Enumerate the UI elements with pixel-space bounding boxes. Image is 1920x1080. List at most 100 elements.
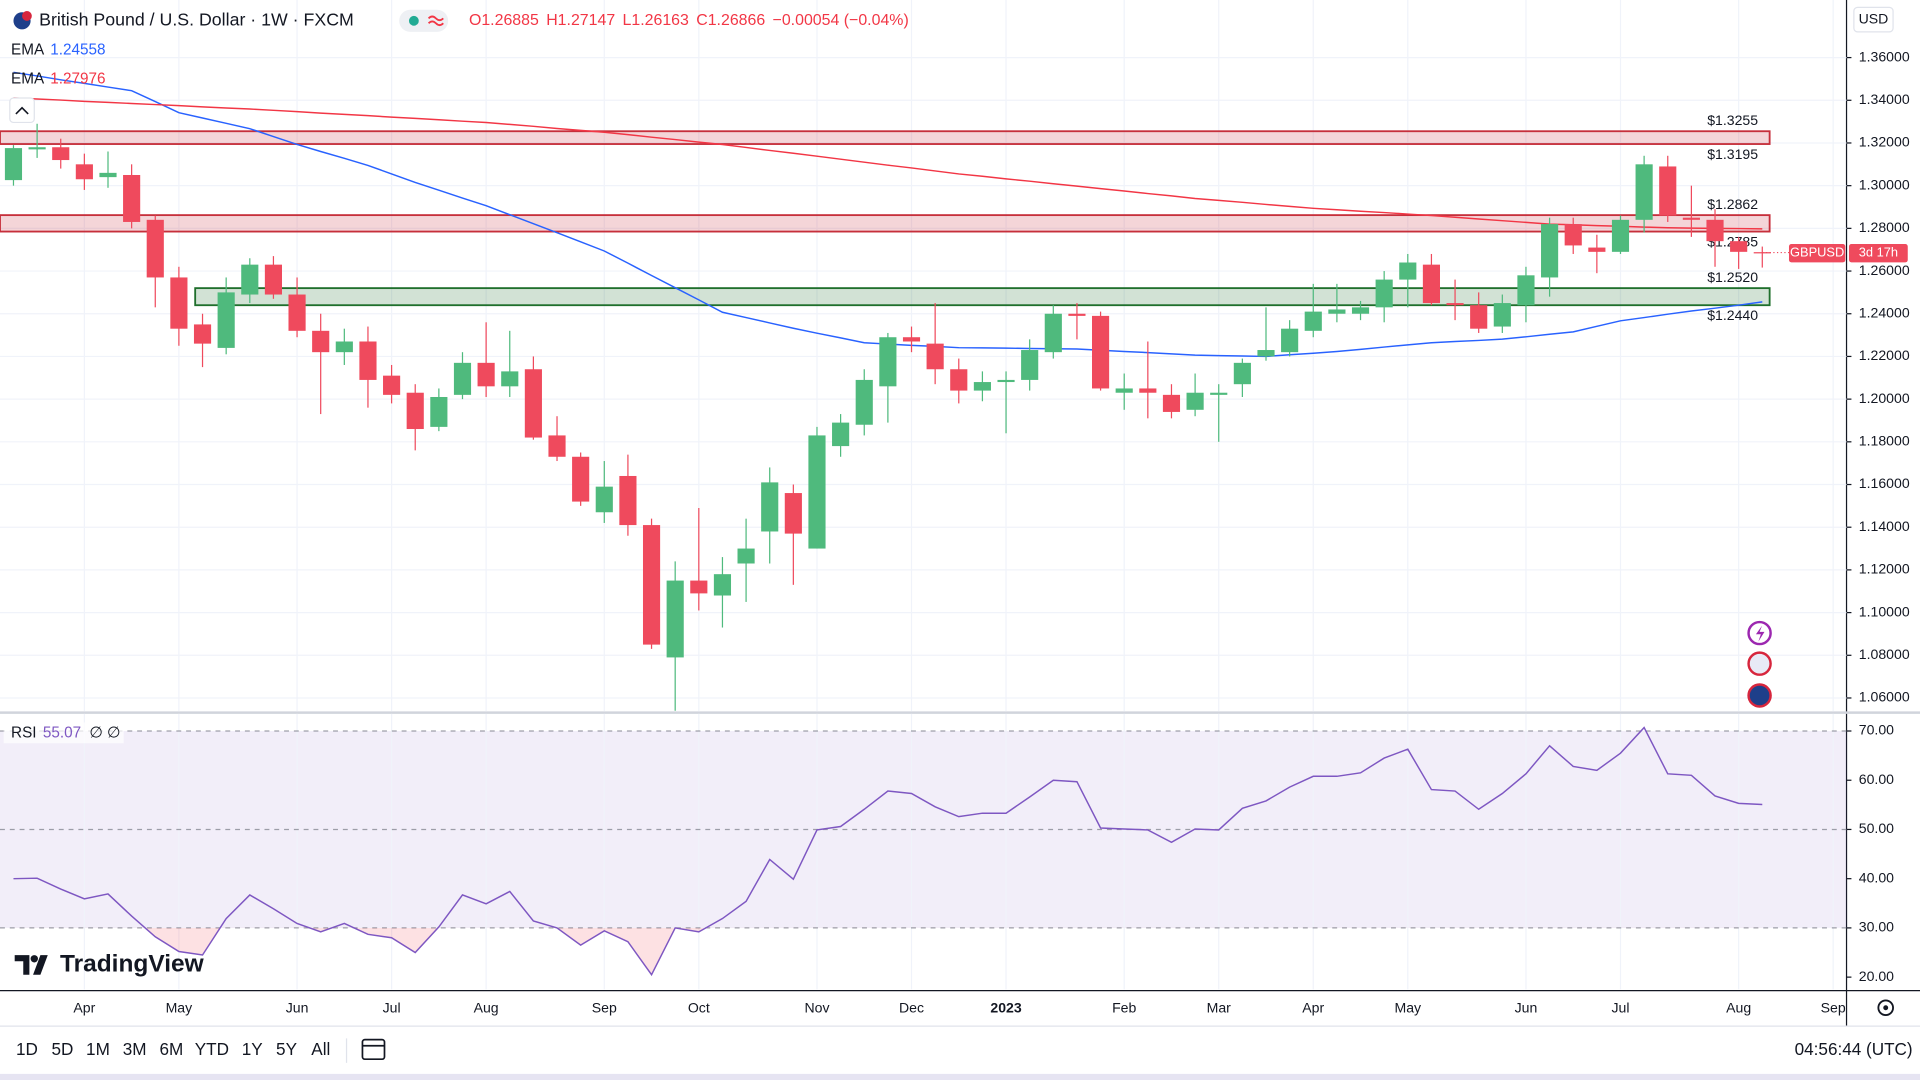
y-tick-label: 1.36000 (1859, 48, 1910, 64)
candle-body (1304, 311, 1322, 331)
candle-body (288, 294, 306, 331)
candle-body (383, 375, 401, 395)
candle-body (99, 172, 117, 178)
candle-body (666, 580, 684, 658)
collapse-legend[interactable] (9, 97, 35, 124)
candle-body (1564, 224, 1582, 246)
candle-body (193, 324, 212, 344)
event-icons (1747, 620, 1772, 708)
x-tick-label: Jun (286, 1000, 309, 1016)
x-tick-label: Nov (804, 1000, 829, 1016)
plot-layer: Apr May Jun Jul Aug Sep Oct Nov Dec 2023 Feb Mar Apr… (0, 0, 1910, 1016)
clock[interactable]: 04:56:44 (UTC) (1795, 1039, 1913, 1059)
legend-value: 1.27976 (50, 71, 105, 88)
symbol-title: British Pound / U.S. Dollar · 1W · FXCM (39, 10, 354, 30)
candle-body (1399, 262, 1417, 280)
candle-body (595, 486, 613, 513)
candle-body (950, 369, 968, 391)
legend-name: EMA (11, 71, 45, 88)
candle-body (902, 337, 921, 342)
candle-body (784, 493, 802, 534)
us-event-icon[interactable] (1747, 651, 1772, 676)
candle-body (1351, 307, 1370, 314)
timeframe-button[interactable]: 3M (123, 1039, 147, 1059)
candle-body (1162, 394, 1181, 412)
y-tick-label: 1.34000 (1859, 91, 1910, 107)
candle-body (217, 292, 235, 348)
candle-body (1517, 275, 1535, 306)
candle-body (28, 147, 46, 150)
timeframe-button[interactable]: 5Y (276, 1039, 298, 1059)
candle-body (761, 482, 779, 532)
x-tick-label: Oct (688, 1000, 710, 1016)
candle-body (335, 341, 353, 353)
countdown-bg (1848, 243, 1908, 263)
y-tick-label: 1.28000 (1859, 219, 1910, 235)
candle-body (1186, 392, 1204, 410)
y-tick-label: 50.00 (1859, 820, 1894, 836)
candle-body (123, 174, 141, 222)
axis-settings-dot (1883, 1005, 1889, 1011)
header: British Pound / U.S. Dollar · 1W · FXCM … (9, 6, 1894, 124)
candle-body (1659, 166, 1677, 216)
y-tick-label: 1.08000 (1859, 646, 1910, 662)
collapse-icon (15, 106, 29, 115)
timeframe-button[interactable]: 6M (160, 1039, 184, 1059)
candle-body (1588, 247, 1606, 252)
y-tick-label: 1.18000 (1859, 433, 1910, 449)
rsi-line (13, 726, 1763, 977)
timeframe-button[interactable]: 1M (86, 1039, 110, 1059)
candle-body (855, 379, 873, 425)
candle-body (1281, 328, 1299, 353)
ema-line (13, 97, 1763, 230)
level-label: $1.2862 (1707, 196, 1758, 212)
y-tick-label: 40.00 (1859, 869, 1894, 885)
timeframe-button[interactable]: 1Y (242, 1039, 264, 1059)
x-tick-label: May (1394, 1000, 1422, 1016)
currency-button[interactable] (1853, 6, 1894, 33)
market-status-dot (408, 15, 419, 26)
candle-body (477, 362, 495, 387)
date-range-button[interactable] (361, 1038, 386, 1061)
x-tick-label: Apr (73, 1000, 95, 1016)
brand-logo-dot (30, 955, 38, 963)
legend-value: 55.07 (43, 725, 81, 742)
x-tick-label: Apr (1302, 1000, 1324, 1016)
candle-body (548, 435, 566, 457)
y-tick-label: 1.20000 (1859, 390, 1910, 406)
candle-body (1635, 164, 1653, 220)
currency[interactable]: USD (1859, 10, 1889, 26)
candle-body (453, 362, 472, 395)
symbol-flag-overlay (22, 11, 32, 21)
y-tick-label: 1.30000 (1859, 176, 1910, 192)
symbol-badge-bg (1788, 243, 1846, 263)
y-tick-label: 1.32000 (1859, 134, 1910, 150)
brand-name: TradingView (60, 950, 205, 977)
candle-body (1021, 350, 1039, 380)
timeframe-button[interactable]: 5D (51, 1039, 73, 1059)
axis-settings[interactable] (1877, 999, 1894, 1017)
countdown: 3d 17h (1859, 245, 1898, 260)
candle-body (690, 580, 708, 594)
uk-event-icon[interactable] (1747, 683, 1772, 708)
level-label: $1.3195 (1707, 146, 1758, 162)
timeframe-button[interactable]: 1D (16, 1039, 38, 1059)
brand-logo (14, 955, 48, 975)
x-tick-label: Dec (899, 1000, 924, 1016)
candle-body (642, 525, 661, 645)
legend-bg (3, 722, 124, 744)
candle-body (808, 435, 826, 549)
rsi-oversold-fill (145, 927, 706, 975)
ohlc-item: O1.26885 (469, 12, 539, 29)
candle-body (997, 379, 1015, 383)
y-tick-label: 1.12000 (1859, 561, 1910, 577)
timeframe-button[interactable]: All (311, 1039, 330, 1059)
level-label: $1.2520 (1707, 269, 1758, 285)
ohlc-item: −0.00054 (−0.04%) (773, 12, 909, 29)
timeframe-button[interactable]: YTD (195, 1039, 229, 1059)
status-badge[interactable] (399, 9, 449, 32)
candle-body (1210, 392, 1228, 395)
candle-body (146, 219, 164, 278)
candle-body (1044, 313, 1062, 353)
